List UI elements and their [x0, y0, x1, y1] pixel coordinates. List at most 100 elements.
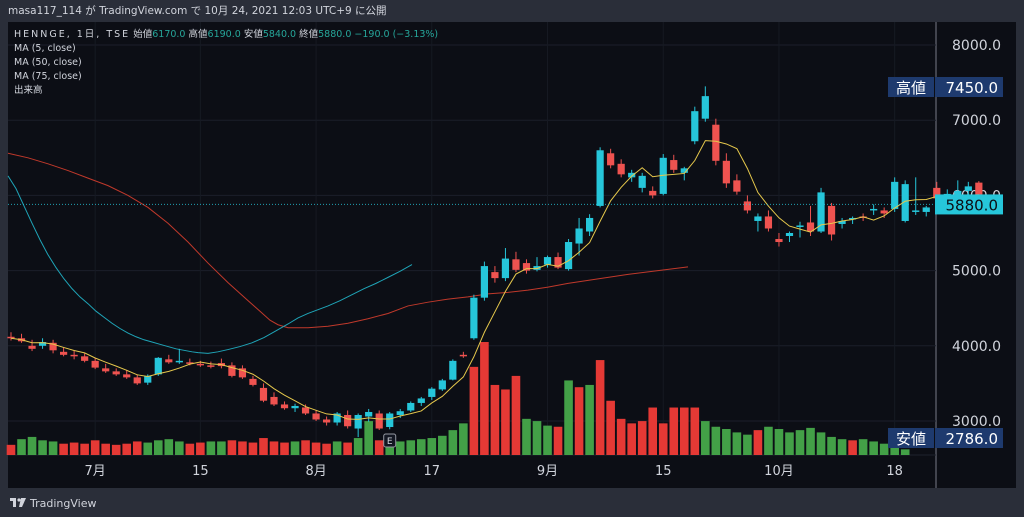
candle-body[interactable]: [480, 266, 488, 298]
candle-body[interactable]: [228, 365, 236, 376]
candle-body[interactable]: [238, 368, 247, 378]
candle-body[interactable]: [333, 413, 341, 423]
candle-body[interactable]: [733, 180, 741, 192]
candle-body[interactable]: [144, 375, 152, 383]
candle-body[interactable]: [670, 160, 678, 170]
candle-body[interactable]: [344, 414, 352, 427]
candle-body[interactable]: [912, 210, 920, 212]
candle-body[interactable]: [806, 222, 815, 232]
candle-body[interactable]: [680, 168, 688, 173]
candle-body[interactable]: [533, 266, 541, 270]
candle-body[interactable]: [628, 172, 636, 178]
candle-body[interactable]: [922, 207, 930, 212]
candle-body[interactable]: [207, 365, 215, 367]
candle-body[interactable]: [522, 263, 531, 271]
candle-body[interactable]: [880, 210, 888, 214]
candle-body[interactable]: [49, 342, 57, 351]
candle-body[interactable]: [607, 153, 615, 166]
candle-body[interactable]: [722, 160, 730, 184]
candle-body[interactable]: [491, 272, 499, 279]
candle-body[interactable]: [838, 220, 846, 224]
legend-ma75[interactable]: MA (75, close): [14, 71, 82, 82]
candle-body[interactable]: [60, 351, 68, 355]
candle-body[interactable]: [470, 297, 478, 339]
candle-body[interactable]: [933, 187, 941, 199]
candle-body[interactable]: [123, 374, 131, 378]
candle-body[interactable]: [586, 217, 594, 232]
candle-body[interactable]: [407, 402, 415, 411]
candle-body[interactable]: [796, 225, 804, 227]
candle-body[interactable]: [512, 259, 520, 270]
volume-bar: [637, 421, 647, 455]
candle-body[interactable]: [186, 362, 194, 364]
candle-body[interactable]: [417, 398, 425, 403]
volume-bar: [90, 440, 100, 455]
volume-bar: [448, 430, 458, 455]
legend-volume[interactable]: 出来高: [14, 85, 43, 96]
candle-body[interactable]: [175, 360, 183, 363]
candle-body[interactable]: [365, 411, 373, 417]
candle-body[interactable]: [102, 368, 110, 372]
candle-body[interactable]: [849, 217, 857, 220]
candle-body[interactable]: [196, 363, 204, 366]
candle-body[interactable]: [891, 181, 899, 209]
candle-body[interactable]: [396, 411, 404, 415]
candle-body[interactable]: [754, 216, 762, 221]
candle-body[interactable]: [428, 388, 436, 397]
candle-body[interactable]: [165, 359, 173, 363]
candle-body[interactable]: [785, 233, 794, 237]
candle-body[interactable]: [270, 396, 278, 405]
candle-body[interactable]: [38, 342, 47, 346]
candle-body[interactable]: [375, 413, 383, 429]
candle-body[interactable]: [743, 201, 751, 211]
candle-body[interactable]: [691, 111, 699, 142]
candle-body[interactable]: [459, 354, 467, 357]
candle-body[interactable]: [817, 192, 825, 232]
candle-body[interactable]: [649, 190, 657, 196]
legend-ma50[interactable]: MA (50, close): [14, 57, 82, 68]
candle-body[interactable]: [154, 357, 162, 375]
candle-body[interactable]: [386, 413, 394, 428]
candle-body[interactable]: [596, 150, 604, 206]
candle-body[interactable]: [112, 371, 120, 375]
candle-body[interactable]: [259, 387, 268, 401]
candle-body[interactable]: [975, 182, 983, 205]
candle-body[interactable]: [438, 380, 446, 390]
candle-body[interactable]: [575, 228, 583, 244]
candle-body[interactable]: [91, 360, 99, 368]
candle-body[interactable]: [564, 242, 573, 270]
volume-bar: [701, 421, 710, 455]
candle-body[interactable]: [133, 377, 141, 384]
candle-body[interactable]: [543, 257, 552, 265]
candle-body[interactable]: [701, 96, 709, 119]
candle-body[interactable]: [291, 405, 299, 409]
candle-body[interactable]: [501, 258, 510, 279]
candle-body[interactable]: [964, 186, 972, 191]
candle-body[interactable]: [659, 157, 667, 194]
candle-body[interactable]: [954, 190, 962, 197]
earnings-marker[interactable]: [383, 433, 397, 448]
candle-body[interactable]: [280, 404, 289, 409]
candle-body[interactable]: [449, 360, 457, 380]
legend-open-value: 6170.0: [152, 29, 186, 40]
candle-body[interactable]: [28, 345, 36, 349]
candle-body[interactable]: [354, 414, 362, 429]
candle-body[interactable]: [638, 175, 646, 188]
candle-body[interactable]: [764, 216, 773, 229]
candle-body[interactable]: [775, 239, 783, 243]
candle-body[interactable]: [7, 336, 15, 339]
candle-body[interactable]: [827, 205, 836, 235]
candle-body[interactable]: [554, 257, 562, 268]
candle-body[interactable]: [301, 407, 310, 414]
candle-body[interactable]: [249, 378, 257, 385]
candle-body[interactable]: [323, 419, 331, 423]
candle-body[interactable]: [81, 356, 89, 361]
legend-ma5[interactable]: MA (5, close): [14, 43, 76, 54]
candle-body[interactable]: [870, 208, 878, 211]
candle-body[interactable]: [312, 413, 320, 420]
candle-body[interactable]: [712, 124, 720, 161]
candle-body[interactable]: [901, 184, 909, 221]
candle-body[interactable]: [617, 163, 625, 175]
candle-body[interactable]: [70, 354, 78, 357]
